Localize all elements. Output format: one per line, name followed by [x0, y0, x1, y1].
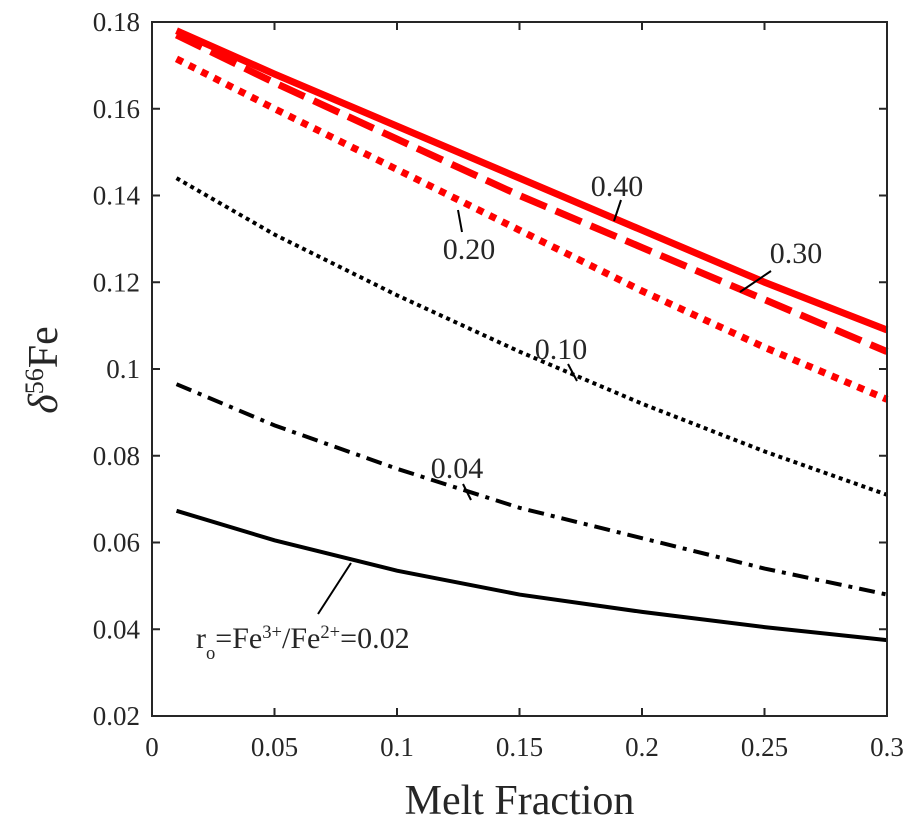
text-part: δ [21, 393, 67, 414]
text-part: 0.40 [591, 170, 644, 203]
line [174, 31, 889, 355]
x-axis-label: Melt Fraction [405, 778, 635, 822]
annotation: 0.20 [443, 233, 496, 266]
annotation: ro=Fe3+/Fe2+=0.02 [196, 622, 410, 664]
x-tick-label: 0.2 [625, 732, 659, 762]
y-tick-label: 0.06 [93, 528, 140, 558]
x-tick-label: 0.25 [741, 732, 788, 762]
line [175, 176, 888, 497]
line [175, 382, 888, 597]
x-tick-label: 0 [145, 732, 159, 762]
text-part: 56 [20, 368, 49, 394]
text-part: o [206, 643, 215, 664]
y-tick-label: 0.12 [93, 267, 140, 297]
y-tick-label: 0.14 [93, 181, 141, 211]
x-tick-label: 0.3 [870, 732, 904, 762]
axes-box [151, 21, 888, 717]
text-part: =0.02 [340, 622, 409, 655]
y-tick-label: 0.04 [93, 614, 141, 644]
annotation: 0.40 [591, 170, 644, 203]
annotation: 0.30 [770, 237, 823, 270]
text-part: /Fe [282, 622, 320, 655]
annotation-leader [613, 199, 622, 222]
annotation-leader [317, 562, 352, 615]
text-part: Fe [21, 326, 67, 368]
y-tick-label: 0.1 [106, 354, 140, 384]
text-part: 0.10 [535, 333, 588, 366]
line [175, 508, 888, 643]
text-part: 3+ [262, 622, 282, 643]
text-part: r [196, 622, 206, 655]
annotation-leader [739, 270, 772, 293]
y-tick-label: 0.08 [93, 441, 140, 471]
line [175, 27, 889, 334]
x-tick-label: 0.05 [251, 732, 298, 762]
annotation-leader [457, 209, 463, 233]
line [174, 55, 889, 403]
y-tick-label: 0.02 [93, 701, 140, 731]
annotation: 0.04 [431, 452, 484, 485]
text-part: 0.04 [431, 452, 484, 485]
x-tick-label: 0.15 [496, 732, 543, 762]
text-part: 0.30 [770, 237, 823, 270]
annotation-leader [567, 363, 578, 382]
y-tick-label: 0.18 [93, 7, 140, 37]
text-part: 2+ [320, 622, 340, 643]
y-axis-label: δ56Fe [20, 326, 68, 414]
x-tick-label: 0.1 [380, 732, 414, 762]
y-tick-label: 0.16 [93, 94, 140, 124]
annotation-leader [462, 483, 472, 501]
text-part: =Fe [215, 622, 262, 655]
annotation: 0.10 [535, 333, 588, 366]
text-part: 0.20 [443, 233, 496, 266]
